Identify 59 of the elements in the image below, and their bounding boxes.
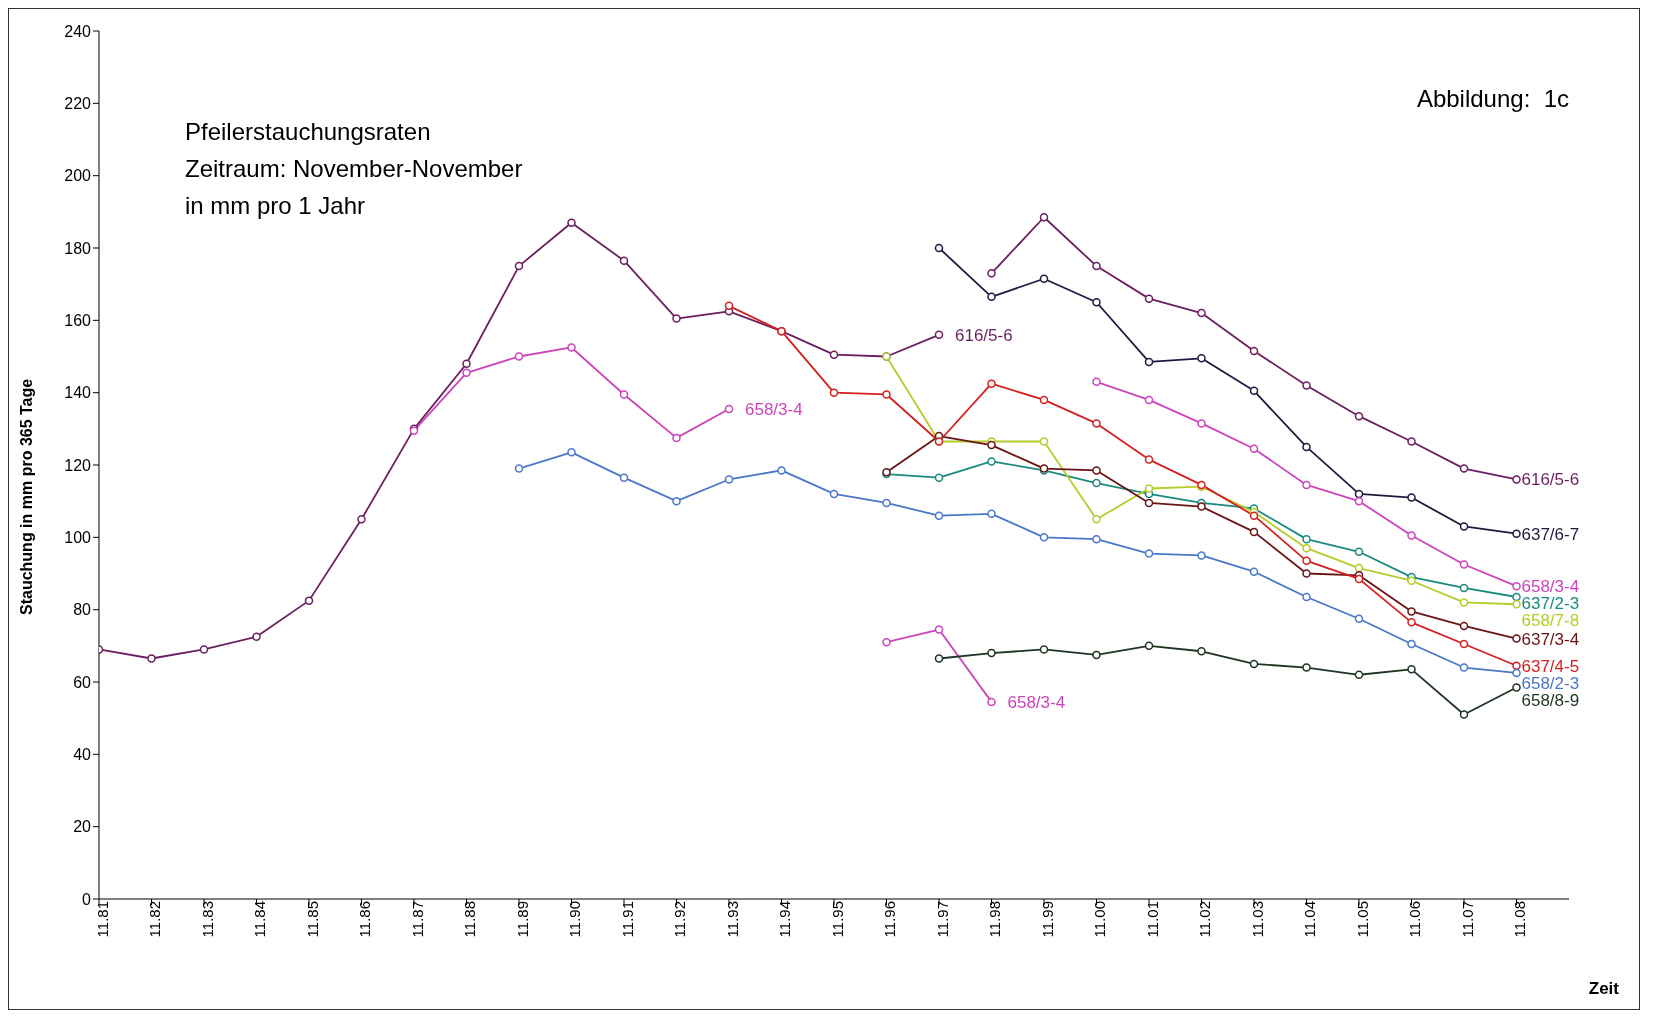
y-tick-label: 240 [64, 22, 92, 40]
x-tick-label: 11.91 [618, 901, 636, 938]
x-tick-label: 11.02 [1196, 901, 1214, 938]
x-tick-label: 11.90 [566, 901, 584, 938]
series-label: 637/6-7 [1521, 524, 1580, 544]
x-tick-label: 11.97 [933, 901, 951, 938]
series-label: 658/7-8 [1521, 611, 1580, 631]
annotation: Zeitraum: November-November [185, 154, 523, 184]
series-label: 616/5-6 [955, 325, 1013, 345]
x-tick-label: 11.08 [1511, 901, 1529, 938]
y-tick-label: 80 [73, 601, 92, 619]
x-tick-label: 11.94 [776, 901, 794, 938]
x-tick-label: 11.05 [1353, 901, 1371, 938]
x-tick-label: 11.88 [461, 901, 479, 938]
x-tick-label: 11.00 [1091, 901, 1109, 938]
x-tick-label: 11.06 [1406, 901, 1424, 938]
x-tick-label: 11.93 [723, 901, 741, 938]
x-tick-label: 11.81 [93, 901, 111, 938]
x-tick-label: 11.84 [251, 901, 269, 938]
y-tick-label: 220 [64, 95, 92, 113]
x-tick-label: 11.86 [356, 901, 374, 938]
series-label: 637/4-5 [1521, 656, 1580, 676]
text: Pfeilerstauchungsraten [185, 117, 432, 147]
y-tick-label: 200 [64, 167, 92, 185]
x-tick-label: 11.85 [303, 901, 321, 938]
x-axis-title: Zeit [1588, 979, 1619, 999]
x-tick-label: 11.98 [986, 901, 1004, 938]
x-tick-label: 11.87 [408, 901, 426, 938]
x-tick-label: 11.82 [146, 901, 164, 938]
x-tick-label: 11.01 [1143, 901, 1161, 938]
series-label: 616/5-6 [1521, 470, 1580, 490]
x-tick-label: 11.83 [198, 901, 216, 938]
y-tick-label: 180 [64, 239, 92, 257]
y-tick-label: 100 [64, 529, 92, 547]
x-tick-label: 11.89 [513, 901, 531, 938]
y-tick-label: 40 [73, 746, 92, 764]
x-tick-label: 11.95 [828, 901, 846, 938]
series-label: 658/3-4 [1521, 577, 1580, 597]
y-tick-label: 140 [64, 384, 92, 402]
x-tick-label: 11.92 [671, 901, 689, 938]
x-tick-label: 11.07 [1458, 901, 1476, 938]
y-tick-label: 60 [73, 673, 92, 691]
series-label: 658/2-3 [1521, 673, 1580, 693]
x-tick-label: 11.03 [1248, 901, 1266, 938]
annotation: Abbildung: 1c [1416, 85, 1569, 113]
x-tick-label: 11.99 [1038, 901, 1056, 938]
series-label: 637/2-3 [1521, 594, 1580, 614]
y-axis-title: Stauchung in mm pro 365 Tage [17, 378, 35, 615]
x-tick-label: 11.96 [881, 901, 899, 938]
series-label: 658/3-4 [745, 399, 803, 419]
y-tick-label: 120 [64, 456, 92, 474]
y-tick-label: 160 [64, 312, 92, 330]
x-tick-label: 11.04 [1301, 901, 1319, 938]
series-label: 658/8-9 [1521, 690, 1580, 710]
series-label: 658/3-4 [1007, 692, 1066, 712]
annotation: in mm pro 1 Jahr [185, 191, 367, 221]
y-tick-label: 20 [73, 818, 92, 836]
series-label: 637/3-4 [1521, 629, 1580, 649]
y-tick-label: 0 [82, 890, 92, 908]
